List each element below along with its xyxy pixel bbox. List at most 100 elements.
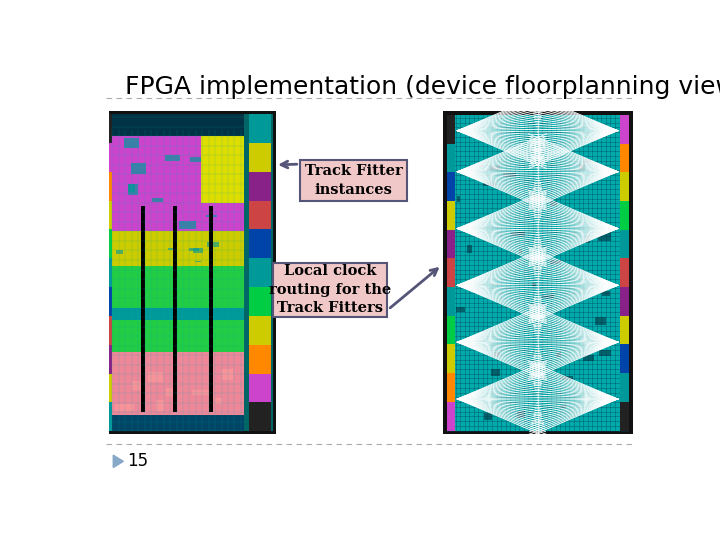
Bar <box>517 411 525 418</box>
Bar <box>194 261 201 262</box>
Bar <box>599 350 611 356</box>
Bar <box>249 345 271 374</box>
Bar <box>249 114 271 143</box>
Text: Local clock
routing for the
Track Fitters: Local clock routing for the Track Fitter… <box>269 264 392 315</box>
Bar <box>479 165 483 168</box>
Bar <box>249 172 271 200</box>
Bar <box>446 316 455 345</box>
Bar <box>109 345 112 374</box>
Bar <box>207 242 219 247</box>
Bar <box>446 345 455 373</box>
Bar <box>222 369 233 380</box>
Bar <box>166 388 178 396</box>
Bar <box>115 404 134 411</box>
Bar <box>456 307 465 312</box>
Bar <box>112 136 244 235</box>
Bar <box>533 282 536 287</box>
Bar <box>621 144 629 172</box>
Bar <box>446 201 455 230</box>
Bar <box>124 138 140 148</box>
Bar <box>112 310 244 355</box>
Bar <box>192 390 212 395</box>
Bar <box>112 352 244 415</box>
Bar <box>206 187 222 195</box>
Bar <box>109 258 112 287</box>
Bar <box>542 295 554 298</box>
Bar <box>190 157 201 161</box>
Bar <box>446 287 455 316</box>
Bar <box>249 230 271 258</box>
Text: 15: 15 <box>127 453 148 470</box>
Bar <box>621 258 629 287</box>
Bar <box>112 266 244 310</box>
Bar <box>112 114 244 136</box>
Bar <box>621 402 629 430</box>
Bar <box>132 381 140 390</box>
Bar <box>621 230 629 258</box>
Bar <box>446 144 455 172</box>
Bar <box>446 115 629 430</box>
Bar <box>204 193 222 203</box>
Bar <box>109 111 276 434</box>
Bar <box>446 172 455 201</box>
Bar <box>621 287 629 316</box>
Bar <box>467 245 472 253</box>
Bar <box>595 318 606 325</box>
Bar <box>109 230 112 258</box>
Bar <box>141 206 145 412</box>
Bar <box>602 291 610 296</box>
Bar <box>621 316 629 345</box>
Bar <box>249 287 271 316</box>
Bar <box>511 232 525 236</box>
Bar <box>503 173 516 177</box>
Bar <box>116 251 122 254</box>
Bar <box>249 374 271 402</box>
Bar <box>109 374 112 402</box>
FancyBboxPatch shape <box>274 262 387 316</box>
Text: FPGA implementation (device floorplanning view): FPGA implementation (device floorplannin… <box>125 75 720 99</box>
Bar <box>446 115 455 144</box>
Bar <box>621 201 629 230</box>
FancyBboxPatch shape <box>300 159 407 201</box>
Bar <box>446 402 455 430</box>
Bar <box>446 373 455 402</box>
Bar <box>112 114 273 431</box>
Bar <box>109 402 112 431</box>
Bar <box>156 400 164 411</box>
Bar <box>585 235 590 243</box>
Bar <box>621 115 629 144</box>
Bar <box>109 114 112 143</box>
Bar <box>562 376 573 381</box>
Bar <box>519 248 522 254</box>
Bar <box>174 206 177 412</box>
Bar <box>582 159 591 163</box>
Bar <box>583 355 594 361</box>
Bar <box>128 184 138 194</box>
Bar <box>629 111 632 434</box>
Bar <box>456 197 460 202</box>
Bar <box>621 172 629 201</box>
Bar <box>550 201 557 206</box>
Bar <box>189 248 199 251</box>
Bar <box>249 258 271 287</box>
Bar <box>249 143 271 172</box>
Bar <box>446 230 455 258</box>
Bar <box>128 184 135 192</box>
Bar <box>249 402 271 431</box>
Bar <box>109 200 112 230</box>
Bar <box>109 172 112 200</box>
Bar <box>201 136 244 203</box>
Bar <box>579 164 585 170</box>
Bar <box>621 345 629 373</box>
Bar <box>483 181 496 186</box>
Bar <box>215 398 222 403</box>
Bar <box>209 206 212 412</box>
Bar <box>193 248 203 253</box>
Bar <box>551 260 562 264</box>
Bar <box>165 156 180 161</box>
Bar <box>484 413 492 420</box>
Bar <box>109 316 112 345</box>
Bar <box>249 316 271 345</box>
Bar <box>206 214 217 217</box>
Bar <box>168 248 174 250</box>
